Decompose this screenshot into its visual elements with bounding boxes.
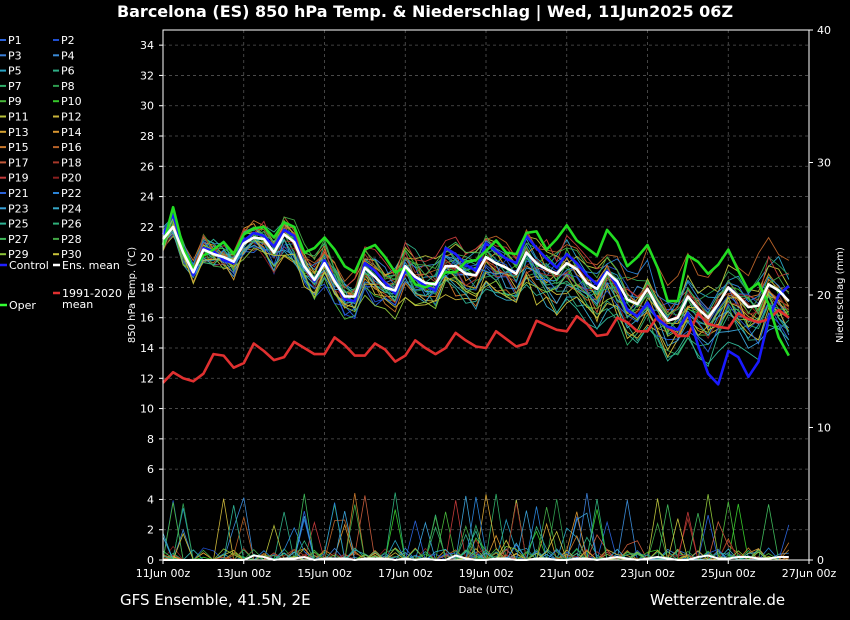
legend-label: P6 (61, 65, 75, 78)
member-line-p29 (162, 221, 789, 337)
x-tick-label: 11Jun 00z (136, 567, 191, 580)
x-axis-label: Date (UTC) (459, 585, 514, 596)
y-tick-label: 34 (140, 39, 154, 52)
legend-label: P9 (8, 95, 22, 108)
legend-label-special: 1991-2020 (62, 287, 122, 300)
legend-label: P4 (61, 49, 75, 62)
y-tick-label: 12 (140, 372, 154, 385)
legend: P1 P2 P3 P4 P5 P6 P7 P8 P9 P10 P11 P12 P13 P14 P15 P16 P… (0, 34, 122, 312)
x-tick-label: 15Jun 00z (297, 567, 352, 580)
legend-label: P14 (61, 126, 82, 139)
legend-label: P5 (8, 65, 22, 78)
x-tick-label: 23Jun 00z (620, 567, 675, 580)
member-line-p25 (162, 217, 790, 365)
legend-label: P21 (8, 187, 29, 200)
y2-tick-label: 30 (817, 157, 831, 170)
member-line-p30 (162, 216, 790, 351)
x-tick-label: 19Jun 00z (459, 567, 514, 580)
legend-label: P3 (8, 49, 22, 62)
member-line-p27 (162, 229, 790, 334)
x-tick-label: 27Jun 00z (782, 567, 837, 580)
legend-label: P30 (61, 248, 82, 261)
legend-label: P27 (8, 233, 29, 246)
member-precip-p27 (162, 493, 789, 561)
y2-tick-label: 0 (817, 554, 824, 567)
legend-label: P7 (8, 80, 22, 93)
legend-label: P25 (8, 218, 29, 231)
y-tick-label: 30 (140, 100, 154, 113)
y-tick-label: 32 (140, 69, 154, 82)
legend-label: P18 (61, 156, 82, 169)
legend-label: P17 (8, 156, 29, 169)
y-tick-label: 22 (140, 221, 154, 234)
y-tick-label: 8 (147, 433, 154, 446)
legend-label: P23 (8, 202, 29, 215)
member-precip-p19 (162, 500, 789, 561)
legend-label: P10 (61, 95, 82, 108)
grid (163, 30, 809, 560)
legend-label: P22 (61, 187, 82, 200)
legend-label: P1 (8, 34, 22, 47)
legend-label: P11 (8, 111, 29, 124)
main-series (161, 205, 790, 562)
footer-source: Wetterzentrale.de (650, 591, 785, 609)
legend-label-special: mean (62, 298, 93, 311)
legend-label: P28 (61, 233, 82, 246)
legend-label: P8 (61, 80, 75, 93)
y-tick-label: 4 (147, 493, 154, 506)
y-tick-label: 18 (140, 281, 154, 294)
y-tick-label: 16 (140, 312, 154, 325)
legend-label: P13 (8, 126, 29, 139)
legend-label: P2 (61, 34, 75, 47)
y2-tick-label: 20 (817, 289, 831, 302)
y-tick-label: 26 (140, 160, 154, 173)
y-tick-label: 14 (140, 342, 154, 355)
y2-tick-label: 40 (817, 24, 831, 37)
y-tick-label: 6 (147, 463, 154, 476)
x-tick-label: 13Jun 00z (217, 567, 272, 580)
y-axis-label: 850 hPa Temp. (°C) (127, 247, 138, 343)
y-tick-label: 0 (147, 554, 154, 567)
x-axis-ticks: 11Jun 00z 13Jun 00z 15Jun 00z 17Jun 00z 19Ju… (136, 560, 837, 580)
y2-tick-label: 10 (817, 422, 831, 435)
series-line-2 (161, 205, 790, 357)
legend-label: P24 (61, 202, 82, 215)
y-tick-label: 24 (140, 191, 154, 204)
legend-label: P26 (61, 218, 82, 231)
legend-label-special: Oper (9, 299, 36, 312)
series-line-1 (161, 213, 790, 386)
precipitation-lines (162, 492, 790, 561)
y-tick-label: 10 (140, 403, 154, 416)
series-line-3 (162, 308, 790, 384)
member-line-p13 (162, 228, 790, 328)
legend-label: P29 (8, 248, 29, 261)
legend-label-special: Ens. mean (62, 259, 120, 272)
member-line-p1 (162, 229, 790, 320)
y2-axis-label: Niederschlag (mm) (835, 247, 846, 343)
chart-title: Barcelona (ES) 850 hPa Temp. & Niedersch… (117, 2, 733, 22)
legend-label: P12 (61, 111, 82, 124)
y-tick-label: 2 (147, 524, 154, 537)
footer-model: GFS Ensemble, 41.5N, 2E (120, 591, 311, 609)
y2-axis-ticks: 0 10 20 30 40 (809, 24, 831, 567)
x-tick-label: 17Jun 00z (378, 567, 433, 580)
legend-label: P16 (61, 141, 82, 154)
legend-label: P19 (8, 172, 29, 185)
x-tick-label: 25Jun 00z (701, 567, 756, 580)
legend-label-special: Control (9, 259, 49, 272)
y-tick-label: 20 (140, 251, 154, 264)
legend-label: P20 (61, 172, 82, 185)
legend-label: P15 (8, 141, 29, 154)
series-line-0 (162, 225, 790, 322)
x-tick-label: 21Jun 00z (540, 567, 595, 580)
member-precip-p12 (162, 498, 789, 561)
y-tick-label: 28 (140, 130, 154, 143)
